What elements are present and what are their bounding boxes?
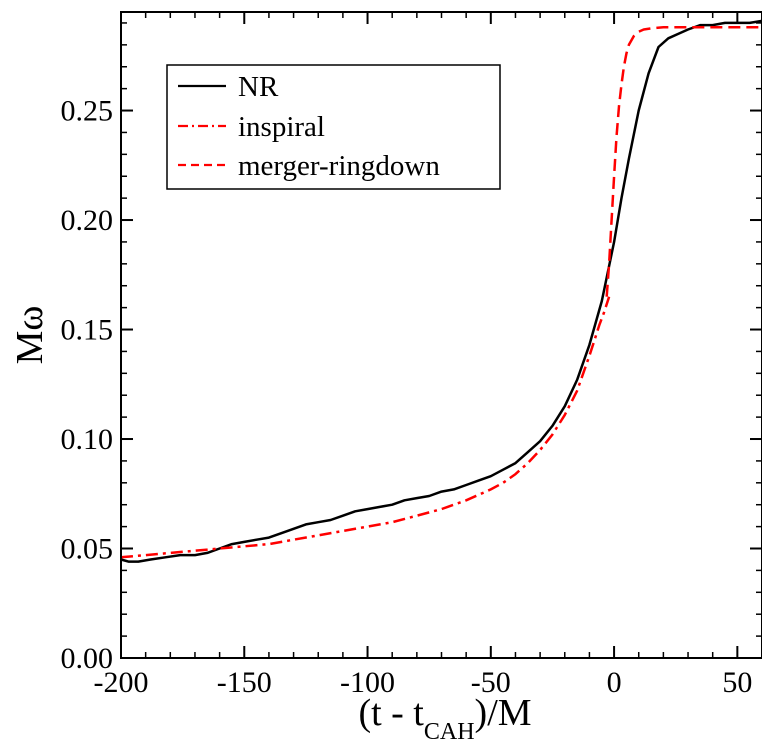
y-tick-label: 0.15 (61, 314, 114, 347)
series-line-merger-ringdown (605, 26, 762, 297)
y-tick-label: 0.20 (61, 204, 114, 237)
x-tick-label: -150 (217, 666, 272, 699)
y-tick-label: 0.10 (61, 423, 114, 456)
x-tick-label: -100 (340, 666, 395, 699)
x-tick-label: 50 (722, 666, 752, 699)
y-axis-title: Mω (9, 306, 51, 365)
legend: NR inspiral merger-ringdown (166, 64, 501, 190)
x-tick-label: 0 (607, 666, 622, 699)
x-axis-ticks: -200 -150 -100 -50 0 50 (94, 12, 752, 699)
series-line-inspiral (120, 296, 611, 559)
x-axis-title: (t - tCAH)/M (358, 692, 531, 744)
x-axis-title-subscript: CAH (424, 719, 475, 744)
y-tick-label: 0.00 (61, 642, 114, 675)
plot-series (120, 19, 762, 563)
y-tick-label: 0.05 (61, 533, 114, 566)
y-axis-ticks: 0.00 0.05 0.10 0.15 0.20 0.25 (61, 22, 762, 675)
legend-label-nr: NR (238, 71, 279, 103)
legend-label-merger-ringdown: merger-ringdown (238, 150, 440, 182)
legend-label-inspiral: inspiral (238, 111, 325, 143)
y-tick-label: 0.25 (61, 95, 114, 128)
x-tick-label: -200 (94, 666, 149, 699)
x-tick-label: -50 (471, 666, 511, 699)
series-line-nr (120, 19, 762, 563)
